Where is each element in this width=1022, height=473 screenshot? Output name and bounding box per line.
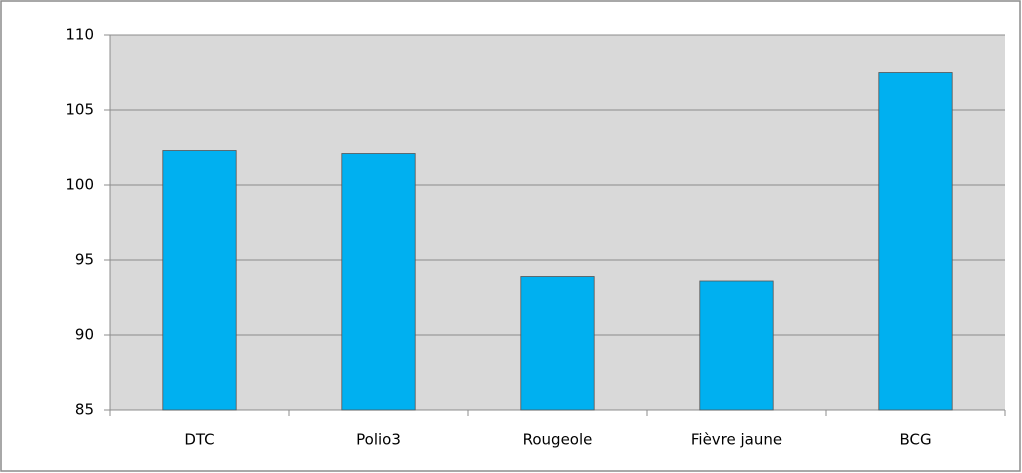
- y-tick-label: 95: [75, 251, 94, 269]
- bar: [878, 72, 953, 411]
- bar: [699, 280, 774, 411]
- bar: [520, 276, 595, 411]
- y-tick-label: 105: [65, 101, 94, 119]
- y-tick-label: 85: [75, 401, 94, 419]
- bar: [162, 150, 237, 411]
- bar: [341, 153, 416, 411]
- x-tick-label: Polio3: [356, 431, 401, 449]
- y-tick-label: 90: [75, 326, 94, 344]
- x-tick-label: Fièvre jaune: [691, 431, 782, 449]
- x-tick-label: BCG: [899, 431, 931, 449]
- y-tick-label: 110: [65, 26, 94, 44]
- x-tick-label: DTC: [184, 431, 214, 449]
- x-tick-label: Rougeole: [523, 431, 593, 449]
- y-tick-label: 100: [65, 176, 94, 194]
